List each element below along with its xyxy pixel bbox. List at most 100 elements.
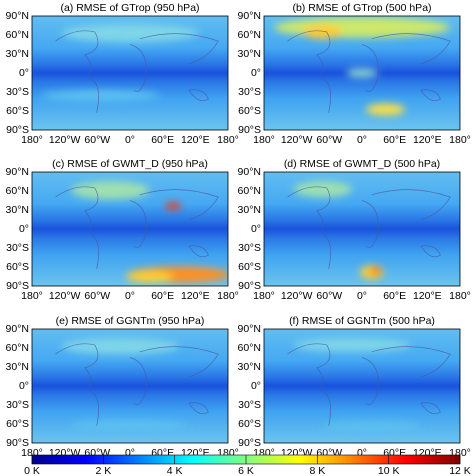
lat-label: 30°N [238,204,261,216]
coast [139,33,219,65]
coast [322,234,331,269]
coast [287,186,331,232]
lon-label: 0° [125,447,135,459]
lat-label: 60°S [238,418,261,430]
coast [287,343,331,389]
lon-label: 180° [253,290,275,302]
colorbar-label: 0 K [24,465,40,476]
hotspot [293,181,353,198]
coastlines [55,30,219,113]
lat-label: 90°S [6,437,29,449]
coast [188,89,209,102]
coast [139,346,219,378]
lat-label: 60°S [6,105,29,117]
hotspots [293,181,384,280]
map-panel: (c) RMSE of GWMT_D (950 hPa) 90°N 60°N 30°N… [6,158,239,302]
lat-label: 0° [19,67,29,79]
coast [322,78,331,113]
coast [90,234,99,269]
coast [361,357,379,405]
lat-label: 0° [251,223,261,235]
coast [420,402,441,415]
coast [55,343,99,389]
lat-label: 60°N [6,29,29,41]
hotspot [41,90,160,102]
hotspots [71,181,228,283]
lon-label: 120°E [413,290,442,302]
lon-label: 0° [357,134,367,146]
lat-label: 0° [19,380,29,392]
lat-label: 60°N [6,342,29,354]
lat-label: 60°N [6,185,29,197]
lon-label: 120°E [413,134,442,146]
lon-label: 60°W [84,134,110,146]
coastlines [55,186,219,269]
lat-label: 60°N [238,29,261,41]
hotspot [346,68,378,78]
lat-label: 90°S [238,124,261,136]
coast [129,357,147,405]
panel-title: (f) RMSE of GGNTm (500 hPa) [289,315,435,327]
map-frame [31,328,229,444]
lon-label: 180° [217,134,239,146]
coast [90,391,99,426]
hotspot [71,420,189,432]
colorbar-label: 10 K [378,465,400,476]
hotspot [126,271,174,283]
colorbar-label: 2 K [95,465,111,476]
hotspot [303,25,343,39]
coast [420,245,441,258]
lon-label: 180° [217,290,239,302]
map-frame [31,15,229,131]
coast [361,44,379,92]
coast [139,189,219,221]
map-panel: (a) RMSE of GTrop (950 hPa) 90°N 60°N 30°N 0… [6,2,239,146]
coastlines [287,186,451,269]
coast [188,402,209,415]
hotspot [61,338,180,355]
lat-label: 30°S [238,86,261,98]
panel-title: (b) RMSE of GTrop (500 hPa) [292,2,431,14]
coast [129,44,147,92]
lat-label: 90°N [238,323,261,335]
lat-label: 90°S [238,437,261,449]
hotspots [41,23,199,102]
panel-title: (c) RMSE of GWMT_D (950 hPa) [52,158,208,170]
coast [55,30,99,76]
map-frame [263,15,461,131]
coast [287,30,331,76]
lat-label: 0° [251,380,261,392]
map-panel: (b) RMSE of GTrop (500 hPa) 90°N 60°N 30°N 0… [238,2,471,146]
coast [361,200,379,248]
lat-label: 30°S [238,242,261,254]
lon-label: 120°E [181,290,210,302]
lon-label: 60°E [151,134,174,146]
lon-label: 180° [253,134,275,146]
lat-label: 30°N [238,361,261,373]
lat-label: 90°N [6,323,29,335]
map-panel: (e) RMSE of GGNTm (950 hPa) 90°N 60°N 30°N 0… [6,315,239,459]
map-frame [263,171,461,287]
hotspot [369,267,382,275]
lat-label: 90°S [238,280,261,292]
lat-label: 60°S [6,261,29,273]
lat-label: 30°N [6,361,29,373]
lon-label: 180° [21,290,43,302]
lon-label: 0° [125,134,135,146]
lat-label: 0° [251,67,261,79]
hotspots [273,17,451,116]
map-frame [263,328,461,444]
colorbar-label: 6 K [238,465,254,476]
lat-label: 60°S [6,418,29,430]
lon-label: 180° [449,134,471,146]
lat-label: 90°N [6,10,29,22]
hotspot [71,181,150,200]
lon-label: 120°W [281,290,313,302]
coast [322,391,331,426]
lon-label: 120°E [181,134,210,146]
lat-label: 60°N [238,185,261,197]
lat-label: 30°S [6,399,29,411]
hotspot [322,421,421,433]
coast [371,33,451,65]
